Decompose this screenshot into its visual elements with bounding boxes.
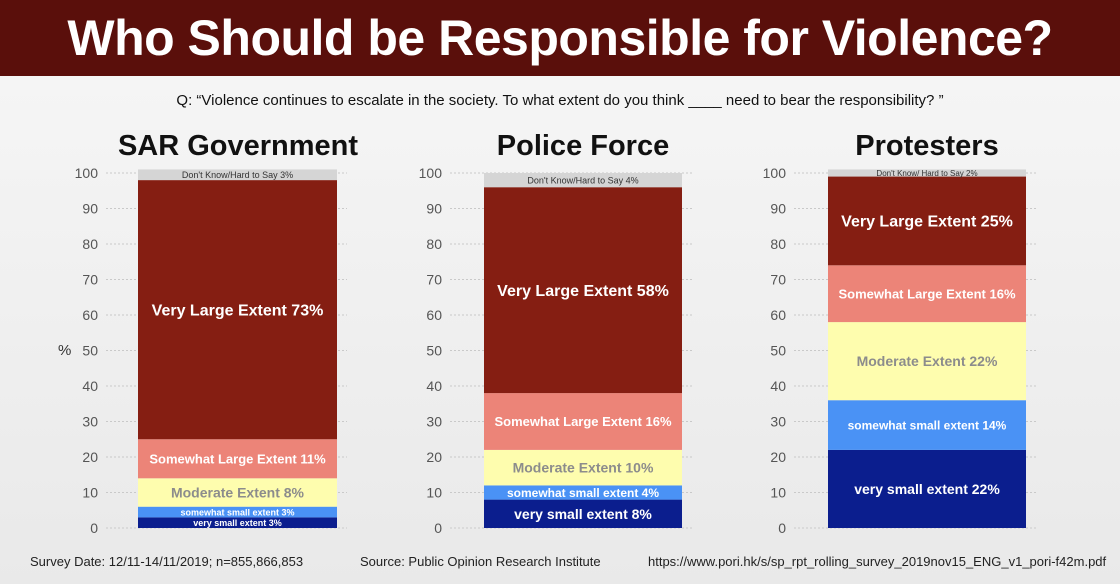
data-label: Moderate Extent 8%	[171, 485, 305, 501]
bar-segment-very-small	[484, 499, 682, 528]
data-label: very small extent 8%	[514, 506, 652, 522]
y-tick-label: 100	[419, 165, 443, 181]
y-tick-label: 40	[426, 378, 442, 394]
chart-title: Protesters	[855, 130, 998, 162]
y-tick-label: 100	[763, 165, 787, 181]
y-tick-label: 50	[426, 343, 442, 359]
source-url[interactable]: https://www.pori.hk/s/sp_rpt_rolling_sur…	[648, 554, 1107, 569]
y-tick-label: 40	[82, 378, 98, 394]
y-tick-label: 10	[426, 485, 442, 501]
y-tick-label: 90	[770, 201, 786, 217]
bar-segment-moderate	[828, 322, 1026, 401]
bar-segment-somewhat-large	[828, 265, 1026, 323]
data-label: Don't Know/Hard to Say 4%	[527, 175, 638, 185]
bar-segment-somewhat-large	[484, 393, 682, 450]
data-label: Moderate Extent 10%	[513, 460, 654, 476]
data-label: Somewhat Large Extent 16%	[839, 286, 1016, 301]
y-tick-label: 0	[90, 520, 98, 536]
y-tick-label: 80	[770, 236, 786, 252]
bar-segment-moderate	[138, 478, 337, 507]
bar-segment-very-small	[828, 449, 1026, 528]
survey-question: Q: “Violence continues to escalate in th…	[176, 92, 944, 109]
y-tick-label: 10	[770, 485, 786, 501]
bar-segment-somewhat-small	[484, 485, 682, 500]
page-title: Who Should be Responsible for Violence?	[67, 10, 1053, 66]
y-tick-label: 20	[770, 449, 786, 465]
bar-segment-somewhat-small	[138, 506, 337, 518]
y-tick-label: 50	[770, 343, 786, 359]
data-label: Very Large Extent 25%	[841, 214, 1013, 231]
data-label: Somewhat Large Extent 11%	[149, 451, 326, 466]
data-label: Don't Know/ Hard to Say 2%	[876, 169, 977, 178]
y-tick-label: 90	[426, 201, 442, 217]
bar-segment-dont-know	[828, 169, 1026, 177]
bar-segment-very-large	[828, 176, 1026, 266]
bar-segment-moderate	[484, 449, 682, 486]
data-label: Very Large Extent 73%	[152, 302, 324, 319]
data-label: very small extent 22%	[854, 481, 1000, 497]
y-tick-label: 10	[82, 485, 98, 501]
data-label: somewhat small extent 14%	[848, 418, 1007, 432]
y-tick-label: 0	[778, 520, 786, 536]
bar-segment-very-small	[138, 517, 337, 528]
title-banner: Who Should be Responsible for Violence?	[0, 0, 1120, 76]
y-tick-label: 70	[770, 272, 786, 288]
data-label: Somewhat Large Extent 16%	[495, 414, 672, 429]
y-tick-label: 20	[426, 449, 442, 465]
y-tick-label: 60	[82, 307, 98, 323]
y-tick-label: 80	[426, 236, 442, 252]
data-label: Moderate Extent 22%	[857, 353, 998, 369]
source-credit: Source: Public Opinion Research Institut…	[360, 554, 601, 569]
y-tick-label: 40	[770, 378, 786, 394]
data-label: Very Large Extent 58%	[497, 283, 669, 300]
chart-title: SAR Government	[118, 130, 358, 162]
y-tick-label: 100	[75, 165, 99, 181]
y-tick-label: 60	[426, 307, 442, 323]
y-tick-label: 70	[82, 272, 98, 288]
bar-segment-very-large	[138, 180, 337, 440]
bar-segment-somewhat-large	[138, 439, 337, 479]
bar-segment-dont-know	[484, 173, 682, 188]
y-tick-label: 80	[82, 236, 98, 252]
y-tick-label: 0	[434, 520, 442, 536]
y-axis-label: %	[58, 342, 72, 359]
y-tick-label: 90	[82, 201, 98, 217]
bar-segment-somewhat-small	[828, 400, 1026, 450]
y-tick-label: 60	[770, 307, 786, 323]
data-label: very small extent 3%	[193, 518, 282, 528]
data-label: Don't Know/Hard to Say 3%	[182, 170, 293, 180]
y-tick-label: 30	[426, 414, 442, 430]
data-label: somewhat small extent 3%	[180, 507, 294, 517]
data-label: somewhat small extent 4%	[507, 486, 659, 500]
y-tick-label: 70	[426, 272, 442, 288]
y-tick-label: 50	[82, 343, 98, 359]
chart-title: Police Force	[497, 130, 669, 162]
y-tick-label: 30	[770, 414, 786, 430]
bar-segment-very-large	[484, 187, 682, 394]
bar-segment-dont-know	[138, 169, 337, 181]
y-tick-label: 20	[82, 449, 98, 465]
survey-date: Survey Date: 12/11-14/11/2019; n=855,866…	[30, 554, 304, 569]
y-tick-label: 30	[82, 414, 98, 430]
